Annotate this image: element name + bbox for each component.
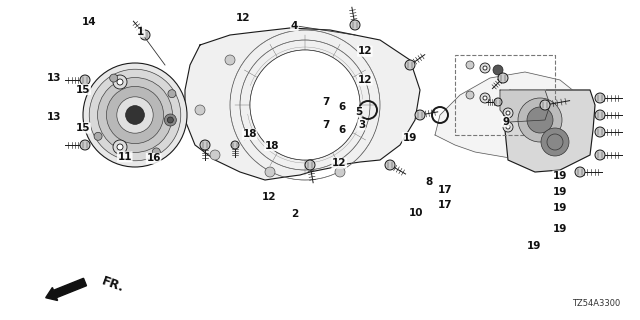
- Circle shape: [405, 60, 415, 70]
- Text: 12: 12: [262, 192, 276, 202]
- Polygon shape: [435, 72, 590, 158]
- Circle shape: [480, 93, 490, 103]
- Circle shape: [117, 79, 123, 85]
- Circle shape: [106, 86, 164, 144]
- Circle shape: [109, 74, 118, 82]
- Bar: [455, 55, 555, 135]
- Text: 16: 16: [147, 153, 161, 164]
- Circle shape: [466, 61, 474, 69]
- Circle shape: [493, 65, 503, 75]
- Polygon shape: [505, 90, 595, 172]
- Text: 19: 19: [553, 187, 567, 197]
- Text: 12: 12: [332, 158, 346, 168]
- Circle shape: [305, 160, 315, 170]
- Text: 18: 18: [265, 140, 279, 151]
- Circle shape: [94, 132, 102, 140]
- Text: 6: 6: [339, 124, 346, 135]
- Circle shape: [595, 110, 605, 120]
- Circle shape: [83, 63, 187, 167]
- Text: 3: 3: [358, 120, 365, 130]
- Circle shape: [231, 141, 239, 149]
- Text: 2: 2: [291, 209, 298, 220]
- Circle shape: [250, 50, 360, 160]
- Circle shape: [168, 90, 176, 98]
- Text: 8: 8: [425, 177, 433, 188]
- Circle shape: [113, 140, 127, 154]
- Text: 12: 12: [358, 46, 372, 56]
- Text: 19: 19: [553, 203, 567, 213]
- Polygon shape: [185, 28, 420, 180]
- Circle shape: [97, 77, 172, 152]
- Circle shape: [595, 93, 605, 103]
- Text: 15: 15: [76, 123, 90, 133]
- Text: 17: 17: [438, 200, 452, 210]
- Circle shape: [113, 75, 127, 89]
- Text: 7: 7: [323, 120, 330, 130]
- Text: 18: 18: [243, 129, 257, 140]
- Circle shape: [80, 140, 90, 150]
- Circle shape: [225, 55, 235, 65]
- Circle shape: [466, 91, 474, 99]
- Text: 9: 9: [502, 116, 509, 127]
- Circle shape: [494, 98, 502, 106]
- Text: 7: 7: [323, 97, 330, 108]
- Circle shape: [200, 140, 210, 150]
- FancyArrow shape: [45, 278, 86, 300]
- Polygon shape: [500, 90, 550, 122]
- Circle shape: [265, 167, 275, 177]
- Text: 19: 19: [553, 171, 567, 181]
- Text: TZ54A3300: TZ54A3300: [572, 299, 620, 308]
- Circle shape: [527, 107, 553, 133]
- Text: 4: 4: [291, 20, 298, 31]
- Circle shape: [168, 117, 173, 123]
- Circle shape: [335, 167, 345, 177]
- Circle shape: [210, 150, 220, 160]
- Circle shape: [125, 106, 145, 124]
- Circle shape: [480, 63, 490, 73]
- Circle shape: [506, 111, 510, 115]
- Circle shape: [518, 98, 562, 142]
- Circle shape: [140, 30, 150, 40]
- Circle shape: [498, 73, 508, 83]
- Text: FR.: FR.: [100, 275, 126, 295]
- Circle shape: [350, 20, 360, 30]
- Text: 11: 11: [118, 152, 132, 162]
- Circle shape: [503, 122, 513, 132]
- Circle shape: [80, 75, 90, 85]
- Circle shape: [117, 144, 123, 150]
- Circle shape: [195, 105, 205, 115]
- Text: 17: 17: [438, 185, 452, 196]
- Circle shape: [164, 114, 177, 126]
- Circle shape: [541, 128, 569, 156]
- Circle shape: [547, 134, 563, 150]
- Text: 6: 6: [339, 102, 346, 112]
- Text: 14: 14: [83, 17, 97, 28]
- Circle shape: [503, 108, 513, 118]
- Text: 13: 13: [47, 112, 61, 122]
- Circle shape: [415, 110, 425, 120]
- Circle shape: [595, 150, 605, 160]
- Circle shape: [483, 96, 487, 100]
- Circle shape: [595, 127, 605, 137]
- Text: 19: 19: [403, 132, 417, 143]
- Circle shape: [483, 66, 487, 70]
- Text: 10: 10: [409, 208, 423, 218]
- Circle shape: [116, 97, 153, 133]
- Circle shape: [540, 100, 550, 110]
- Text: 15: 15: [76, 84, 90, 95]
- Text: 5: 5: [355, 107, 362, 117]
- Text: 12: 12: [236, 12, 250, 23]
- Text: 1: 1: [137, 27, 145, 37]
- Circle shape: [575, 167, 585, 177]
- Circle shape: [385, 160, 395, 170]
- Text: 19: 19: [553, 224, 567, 234]
- Text: 12: 12: [358, 75, 372, 85]
- Circle shape: [89, 69, 180, 161]
- Circle shape: [506, 125, 510, 129]
- Circle shape: [152, 148, 160, 156]
- Text: 13: 13: [47, 73, 61, 84]
- Text: 19: 19: [527, 241, 541, 252]
